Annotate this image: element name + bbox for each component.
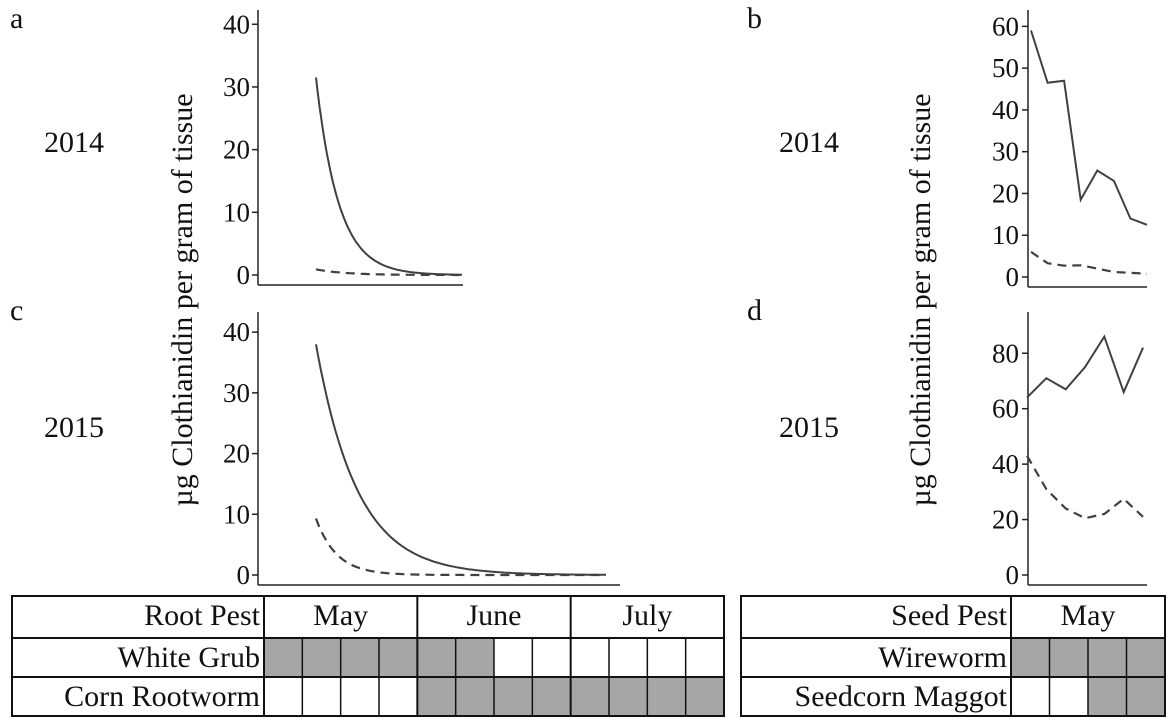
panel-b-year: 2014 <box>779 126 839 159</box>
y-tick-label: 40 <box>992 449 1019 479</box>
table-cell <box>1088 677 1127 716</box>
table-cell <box>302 677 341 716</box>
table-row-label: Wireworm <box>878 641 1007 674</box>
table-header-label: Seed Pest <box>891 599 1007 632</box>
table-cell <box>1088 638 1127 677</box>
y-tick-label: 30 <box>223 72 250 102</box>
table-border <box>740 595 1166 717</box>
y-tick-label: 10 <box>223 499 250 529</box>
table-cell <box>685 638 724 677</box>
y-tick-label: 30 <box>992 137 1019 167</box>
root-pest-table: Root Pest May June July White Grub Corn Rootw… <box>11 595 725 717</box>
table-month-label: May <box>313 599 368 632</box>
table-cell <box>1126 638 1165 677</box>
panel-d-series-dashed <box>1026 455 1144 520</box>
panel-d-letter: d <box>747 294 762 327</box>
table-cell <box>379 638 418 677</box>
table-month-label: May <box>1061 599 1116 632</box>
table-cell <box>570 677 609 716</box>
table-border <box>11 595 725 717</box>
table-cell <box>340 638 379 677</box>
panel-a-plot: 0 10 20 30 40 <box>223 9 463 290</box>
y-axis-label-right: µg Clothianidin per gram of tissue <box>904 93 937 506</box>
table-cell <box>494 638 533 677</box>
y-tick-label: 30 <box>223 378 250 408</box>
y-tick-label: 0 <box>1006 560 1020 590</box>
table-cell <box>647 638 686 677</box>
table-cell <box>647 677 686 716</box>
y-tick-label: 20 <box>992 505 1019 535</box>
table-cell <box>417 638 456 677</box>
panel-b-letter: b <box>747 2 762 35</box>
table-month-label: June <box>467 599 522 632</box>
panel-b-series-solid <box>1030 30 1148 226</box>
panel-d-year: 2015 <box>779 411 839 444</box>
y-tick-label: 50 <box>992 53 1019 83</box>
panel-c-plot: 0 10 20 30 40 <box>223 312 620 590</box>
table-cell <box>1126 677 1165 716</box>
table-cell <box>1049 638 1088 677</box>
y-tick-label: 80 <box>992 338 1019 368</box>
panel-d-series-solid <box>1026 334 1144 399</box>
table-cell <box>455 677 494 716</box>
panel-c-year: 2015 <box>44 411 104 444</box>
panel-d-plot: 0 20 40 60 80 <box>992 312 1147 590</box>
table-row-label: Seedcorn Maggot <box>795 680 1008 713</box>
y-tick-label: 20 <box>992 178 1019 208</box>
table-cell <box>340 677 379 716</box>
table-cell <box>532 638 571 677</box>
panel-b-series-dashed <box>1030 250 1148 275</box>
table-cell <box>455 638 494 677</box>
y-tick-label: 20 <box>223 439 250 469</box>
panel-a-series-solid <box>315 77 462 276</box>
table-cell <box>379 677 418 716</box>
table-cell <box>532 677 571 716</box>
table-cell <box>302 638 341 677</box>
table-cell <box>609 677 648 716</box>
table-row-label: Corn Rootworm <box>64 680 260 713</box>
table-cell <box>1011 677 1050 716</box>
y-tick-label: 0 <box>237 260 251 290</box>
y-tick-label: 40 <box>223 9 250 39</box>
y-tick-label: 0 <box>1006 262 1020 292</box>
y-tick-label: 40 <box>223 317 250 347</box>
table-header-label: Root Pest <box>144 599 261 632</box>
panel-c-series-solid <box>315 344 606 576</box>
y-tick-label: 0 <box>237 560 251 590</box>
panel-c-letter: c <box>10 294 23 327</box>
y-axis-label-left: µg Clothianidin per gram of tissue <box>166 93 199 506</box>
table-cell <box>417 677 456 716</box>
y-tick-label: 40 <box>992 95 1019 125</box>
table-cell <box>685 677 724 716</box>
table-cell <box>1049 677 1088 716</box>
y-tick-label: 20 <box>223 135 250 165</box>
y-tick-label: 60 <box>992 394 1019 424</box>
table-month-label: July <box>622 599 672 632</box>
table-cell <box>570 638 609 677</box>
seed-pest-table: Seed Pest May Wireworm Seedcorn Maggot <box>740 595 1166 717</box>
table-cell <box>264 677 303 716</box>
y-tick-label: 60 <box>992 11 1019 41</box>
panel-a-letter: a <box>10 2 23 35</box>
panel-b-plot: 0 10 20 30 40 50 60 <box>992 10 1148 292</box>
table-cell <box>609 638 648 677</box>
table-cell <box>264 638 303 677</box>
table-cell <box>1011 638 1050 677</box>
y-tick-label: 10 <box>223 197 250 227</box>
panel-c-series-dashed <box>314 518 606 577</box>
y-tick-label: 10 <box>992 220 1019 250</box>
table-cell <box>494 677 533 716</box>
table-row-label: White Grub <box>118 641 260 674</box>
panel-a-year: 2014 <box>44 126 104 159</box>
panel-a-series-dashed <box>315 268 462 277</box>
